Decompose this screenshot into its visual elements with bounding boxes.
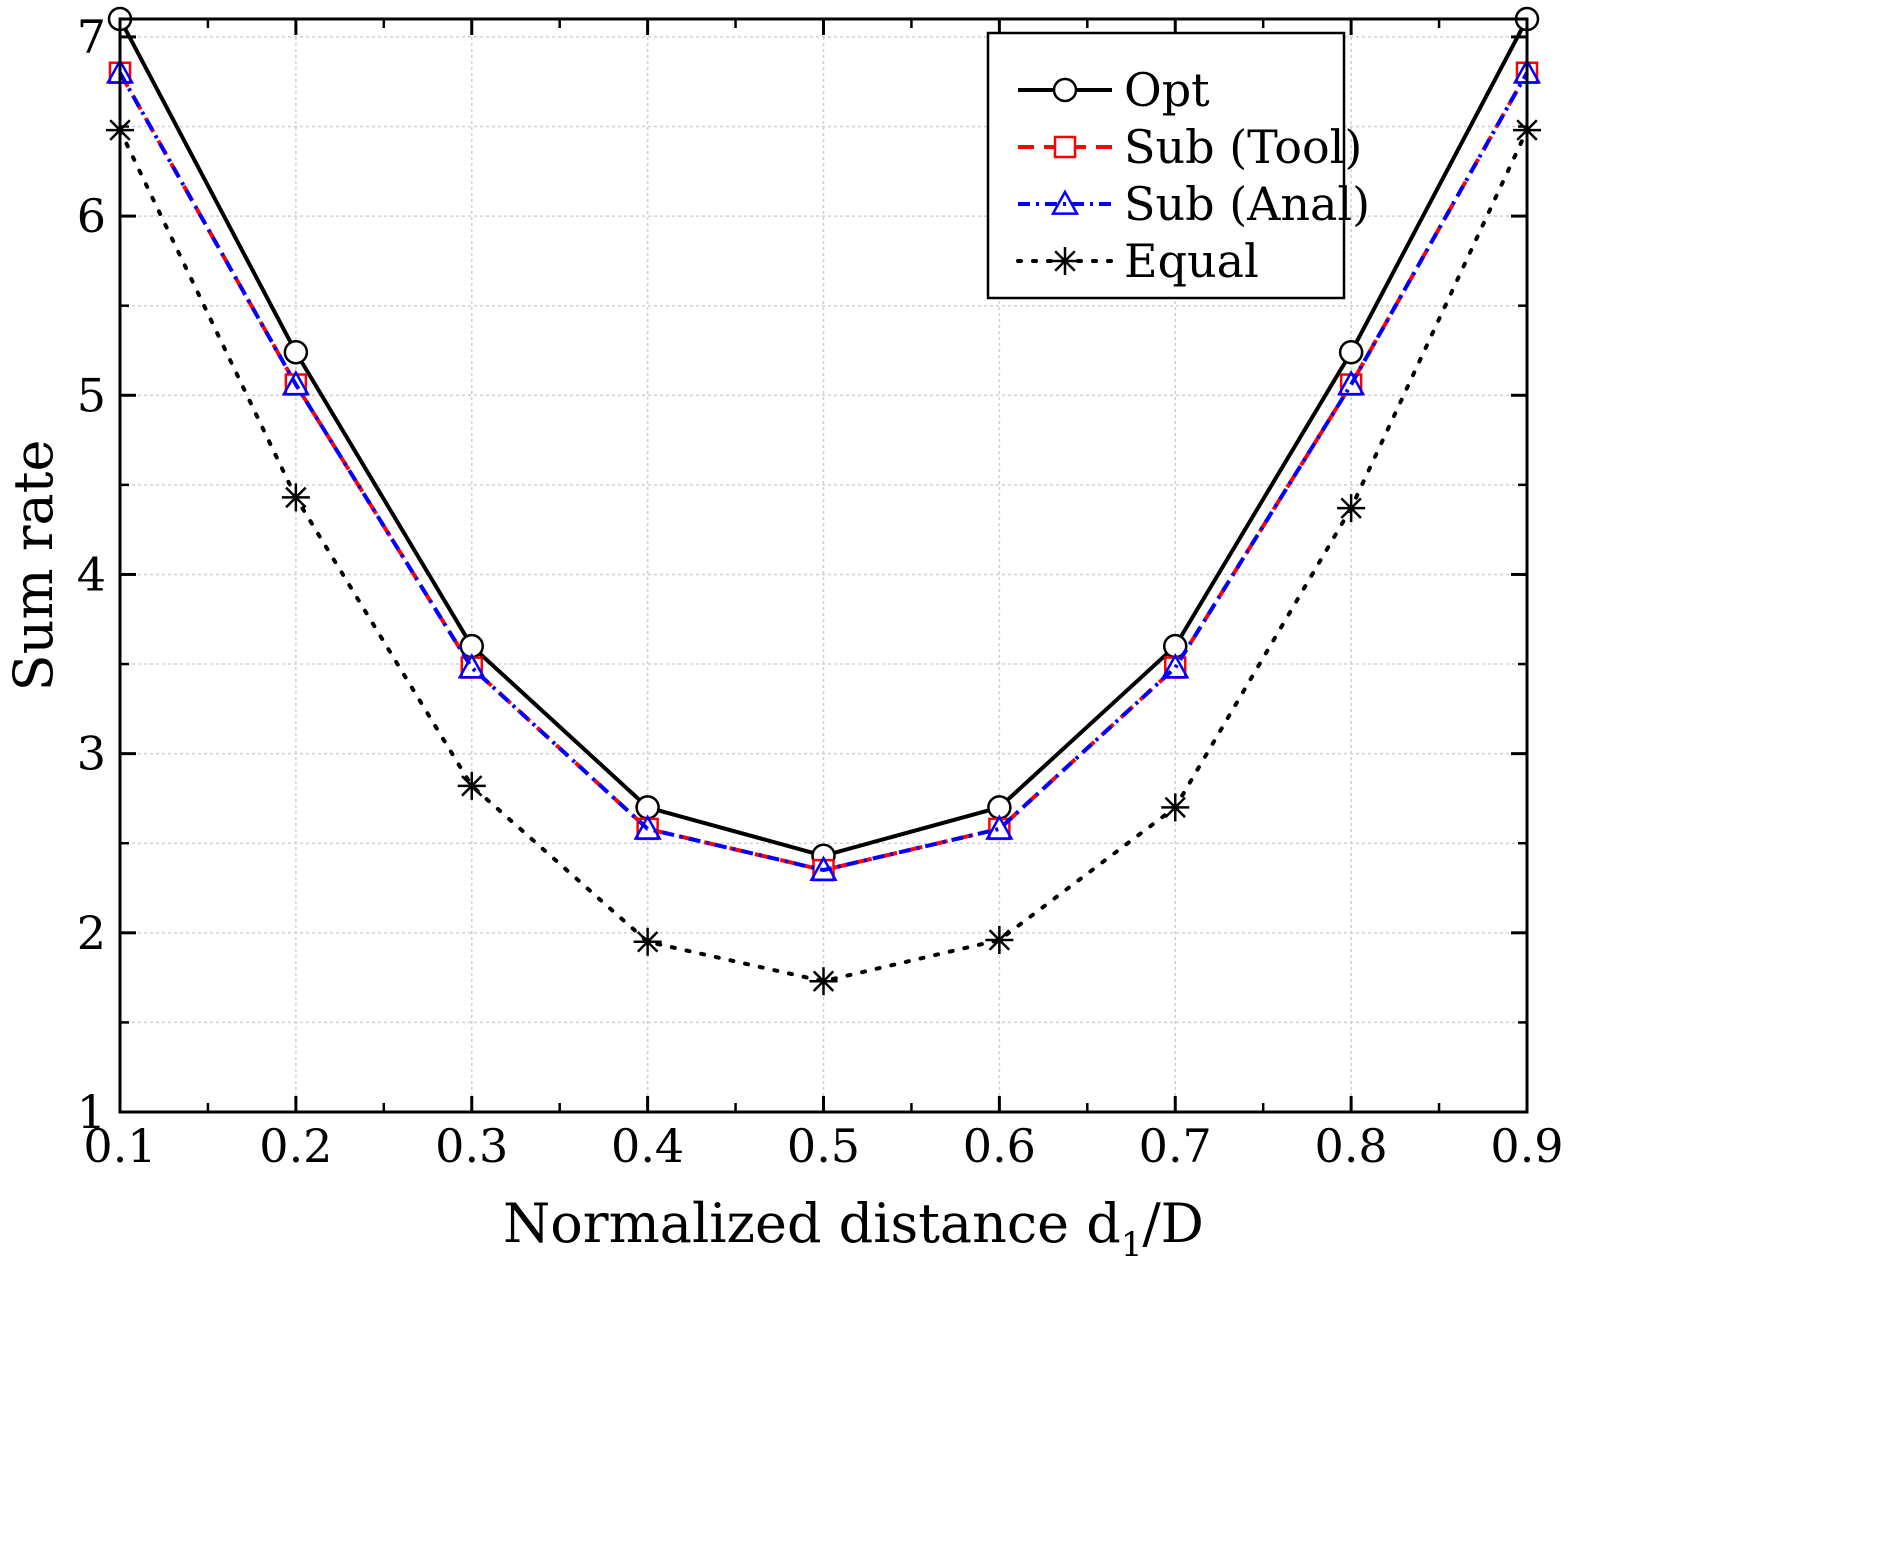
data-point-sub-anal [281, 369, 310, 396]
legend-label-opt: Opt [1124, 63, 1210, 117]
data-point-sub-anal [1337, 369, 1366, 396]
data-point-equal [633, 927, 662, 956]
data-point-opt [1338, 340, 1364, 365]
x-tick-label: 0.3 [435, 1119, 508, 1173]
data-point-sub-anal [1161, 653, 1190, 679]
legend-item-equal: Equal [1016, 234, 1259, 288]
data-point-sub-anal [985, 814, 1014, 840]
data-point-equal [281, 483, 310, 512]
x-axis-title: Normalized distance d1/D [503, 1192, 1204, 1265]
data-point-equal [1337, 494, 1366, 523]
x-tick-label: 0.5 [787, 1119, 860, 1173]
x-axis-title-main: Normalized distance d [503, 1192, 1121, 1255]
data-point-equal [1161, 793, 1190, 822]
y-tick-label: 7 [77, 10, 106, 64]
y-tick-label: 1 [77, 1085, 106, 1139]
data-point-sub-anal [809, 855, 838, 881]
series-group [105, 6, 1542, 996]
y-tick-label: 4 [77, 547, 106, 601]
y-axis-title: Sum rate [2, 440, 65, 692]
series-line-sub-anal [118, 71, 1529, 873]
y-tick-label: 5 [77, 368, 106, 422]
legend-item-sub-tool: Sub (Tool) [1018, 120, 1362, 174]
x-tick-label: 0.4 [611, 1119, 684, 1173]
x-axis-title-subscript: 1 [1121, 1225, 1143, 1265]
legend-label-sub-anal: Sub (Anal) [1124, 177, 1370, 231]
data-point-sub-anal [457, 653, 486, 679]
x-tick-label: 0.7 [1139, 1119, 1212, 1173]
legend-label-sub-tool: Sub (Tool) [1124, 120, 1362, 174]
data-point-equal [985, 925, 1014, 954]
data-point-sub-anal [633, 814, 662, 840]
legend-marker-equal [1051, 247, 1079, 275]
x-axis-title-suffix: /D [1142, 1192, 1204, 1255]
legend-frame [986, 31, 1346, 300]
legend-item-sub-anal: Sub (Anal) [1018, 177, 1370, 231]
tick-labels: 0.1 0.2 0.3 0.4 0.5 0.6 0.7 0.8 0.9 1 2 3 4 5 6 7 [77, 10, 1564, 1173]
legend-label-equal: Equal [1124, 234, 1259, 288]
x-tick-label: 0.8 [1315, 1119, 1388, 1173]
data-point-equal [809, 967, 838, 996]
y-tick-label: 2 [77, 906, 106, 960]
legend-marker-opt [1052, 77, 1078, 103]
y-tick-label: 3 [77, 727, 106, 781]
legend-item-opt: Opt [1018, 63, 1210, 117]
x-tick-label: 0.6 [963, 1119, 1036, 1173]
data-point-opt [283, 340, 309, 365]
data-point-equal [457, 771, 486, 800]
legend-marker-sub-anal [1050, 189, 1080, 215]
series-equal [106, 116, 1541, 996]
legend-marker-sub-tool [1053, 135, 1077, 159]
x-tick-label: 0.9 [1490, 1119, 1563, 1173]
x-tick-label: 0.2 [259, 1119, 332, 1173]
x-tick-label: 0.1 [83, 1119, 156, 1173]
y-tick-label: 6 [77, 189, 106, 243]
